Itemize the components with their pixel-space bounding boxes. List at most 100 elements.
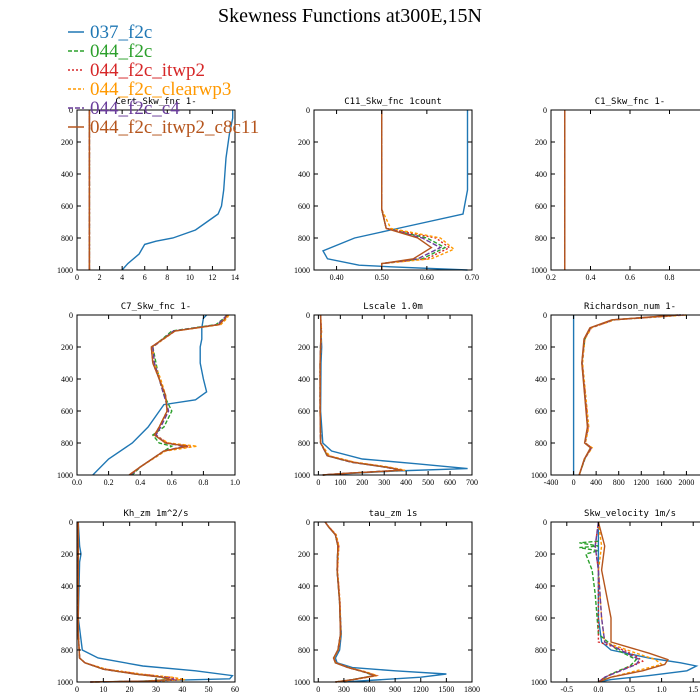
series-line [381, 110, 456, 270]
y-tick-label: 200 [298, 550, 310, 559]
y-tick-label: 0 [543, 518, 547, 527]
y-tick-label: 400 [61, 582, 73, 591]
y-tick-label: 200 [61, 343, 73, 352]
y-tick-label: 800 [535, 646, 547, 655]
x-tick-label: 0.0 [593, 685, 603, 694]
x-tick-label: 600 [364, 685, 376, 694]
x-tick-label: 0.6 [167, 478, 177, 487]
y-tick-label: 0 [543, 311, 547, 320]
series-line [324, 521, 378, 683]
y-tick-label: 400 [298, 170, 310, 179]
x-tick-label: 14 [231, 273, 239, 282]
y-tick-label: 200 [535, 550, 547, 559]
y-tick-label: 800 [61, 439, 73, 448]
panel-title: Lscale 1.0m [363, 302, 423, 312]
series-line [319, 314, 468, 476]
y-tick-label: 800 [298, 646, 310, 655]
y-tick-label: 400 [298, 582, 310, 591]
y-tick-label: 600 [535, 202, 547, 211]
legend-label: 044_f2c_itwp2 [90, 60, 205, 81]
panel-frame [313, 109, 473, 271]
x-tick-label: 8 [165, 273, 169, 282]
panel-title: C11_Skw_fnc 1count [344, 97, 442, 107]
y-tick-label: 400 [535, 170, 547, 179]
y-tick-label: 0 [69, 106, 73, 115]
y-tick-label: 0 [69, 518, 73, 527]
x-tick-label: 2000 [678, 478, 694, 487]
series-line [92, 314, 208, 476]
legend-item: 044_f2c_itwp2_c8c11 [68, 117, 259, 138]
series-line [77, 522, 186, 683]
legend-label: 044_f2c_c4 [90, 98, 180, 119]
x-tick-label: 0.40 [330, 273, 344, 282]
x-tick-label: 100 [334, 478, 346, 487]
x-tick-label: 30 [152, 685, 160, 694]
y-tick-label: 1000 [531, 471, 547, 480]
y-tick-label: 800 [298, 234, 310, 243]
panel-frame [313, 314, 473, 476]
y-tick-label: 0 [543, 106, 547, 115]
y-tick-label: 0 [306, 311, 310, 320]
legend-label: 044_f2c_clearwp3 [90, 79, 231, 100]
x-tick-label: 300 [338, 685, 350, 694]
series-line [128, 314, 230, 476]
series-line [77, 522, 183, 683]
x-tick-label: 0 [316, 478, 320, 487]
series-line [321, 110, 469, 271]
panel-title: C7_Skw_fnc 1- [121, 302, 191, 312]
panel-frame [550, 109, 700, 271]
y-tick-label: 200 [535, 343, 547, 352]
x-tick-label: -400 [544, 478, 559, 487]
x-tick-label: 0.2 [104, 478, 114, 487]
series-line [381, 110, 433, 270]
x-tick-label: 0.0 [72, 478, 82, 487]
x-tick-label: 300 [378, 478, 390, 487]
x-tick-label: 500 [422, 478, 434, 487]
panel-3: C1_Skw_fnc 1-0.20.40.60.81.0020040060080… [531, 97, 700, 282]
x-tick-label: 0.70 [465, 273, 479, 282]
x-tick-label: 200 [356, 478, 368, 487]
y-tick-label: 1000 [294, 266, 310, 275]
series-line [578, 314, 681, 476]
y-tick-label: 800 [298, 439, 310, 448]
series-line [578, 314, 687, 476]
x-tick-label: 10 [99, 685, 107, 694]
x-tick-label: 400 [590, 478, 602, 487]
x-tick-label: 1600 [656, 478, 672, 487]
series-line [130, 314, 228, 476]
x-tick-label: 0.5 [625, 685, 635, 694]
y-tick-label: 200 [298, 138, 310, 147]
series-line [77, 521, 234, 683]
x-tick-label: 40 [178, 685, 186, 694]
panel-2: C11_Skw_fnc 1count 0.40 0.50 0.60 0.70 0 200 40… [294, 97, 479, 282]
series-line [597, 521, 664, 683]
y-tick-label: 600 [61, 614, 73, 623]
y-tick-label: 0 [306, 518, 310, 527]
y-tick-label: 600 [298, 614, 310, 623]
panel-7: Kh_zm 1m^2/s0 10 20 30 40 50 60020040060080010… [57, 509, 239, 694]
panel-1: Cert_Skw_fnc 1- 0 2 4 6 8 10 12 14 0 200 400 600 800 1… [57, 97, 239, 282]
series-line [131, 314, 228, 476]
series-line [578, 314, 684, 476]
y-tick-label: 600 [61, 202, 73, 211]
x-tick-label: 0.4 [586, 273, 596, 282]
x-tick-label: 0.8 [198, 478, 208, 487]
legend-item: 044_f2c_itwp2 [68, 60, 205, 81]
figure-title: Skewness Functions at300E,15N [218, 5, 482, 27]
panel-frame [550, 314, 700, 476]
x-tick-label: 1800 [464, 685, 480, 694]
x-tick-label: 400 [400, 478, 412, 487]
y-tick-label: 200 [61, 550, 73, 559]
y-tick-label: 0 [69, 311, 73, 320]
panel-5: Lscale 1.0m 0 100 200 300 400 500 600 700 0 200 400… [294, 302, 478, 487]
x-tick-label: 10 [186, 273, 194, 282]
x-tick-label: 0.50 [375, 273, 389, 282]
y-tick-label: 800 [535, 439, 547, 448]
x-tick-label: 700 [466, 478, 478, 487]
x-tick-label: 12 [208, 273, 216, 282]
x-tick-label: 50 [205, 685, 213, 694]
y-tick-label: 200 [298, 343, 310, 352]
legend-label: 044_f2c_itwp2_c8c11 [90, 117, 259, 138]
series-line [579, 540, 638, 683]
